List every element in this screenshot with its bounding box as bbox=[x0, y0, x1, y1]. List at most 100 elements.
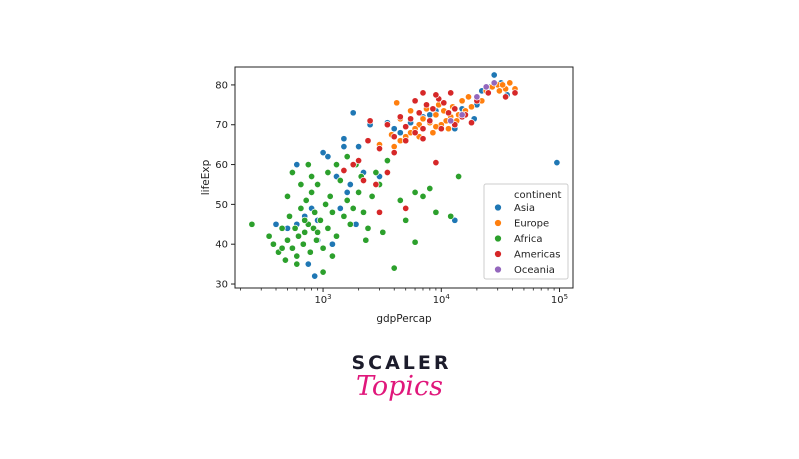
point-americas bbox=[447, 89, 455, 97]
point-africa bbox=[314, 228, 322, 236]
point-americas bbox=[419, 125, 427, 133]
point-africa bbox=[332, 232, 341, 240]
point-americas bbox=[390, 149, 398, 157]
y-tick-label: 50 bbox=[215, 200, 228, 211]
point-americas bbox=[383, 121, 391, 129]
x-axis-label: gdpPercap bbox=[376, 313, 432, 325]
y-tick-label: 30 bbox=[215, 280, 228, 291]
point-africa bbox=[293, 252, 301, 260]
y-tick-label: 40 bbox=[215, 240, 228, 251]
point-africa bbox=[293, 260, 301, 268]
point-asia bbox=[324, 153, 332, 161]
point-americas bbox=[426, 117, 434, 125]
point-asia bbox=[490, 71, 498, 79]
point-africa bbox=[281, 256, 289, 264]
point-americas bbox=[402, 204, 410, 212]
axes: 30 40 50 60 70 80 103 104 105 bbox=[215, 80, 568, 306]
point-africa bbox=[265, 232, 273, 240]
point-americas bbox=[429, 105, 437, 113]
point-oceania bbox=[490, 79, 498, 87]
point-africa bbox=[364, 224, 372, 232]
point-oceania bbox=[473, 93, 481, 101]
y-tick-label: 80 bbox=[215, 80, 228, 91]
point-asia bbox=[340, 135, 348, 143]
point-americas bbox=[451, 105, 459, 113]
point-americas bbox=[511, 89, 519, 97]
point-americas bbox=[440, 99, 448, 107]
point-africa bbox=[308, 172, 316, 181]
point-americas bbox=[502, 93, 510, 101]
point-africa bbox=[312, 236, 321, 244]
point-americas bbox=[355, 157, 363, 165]
point-africa bbox=[311, 208, 319, 216]
point-americas bbox=[484, 89, 492, 97]
point-asia bbox=[304, 260, 312, 268]
scaler-topics-logo: SCALER Topics bbox=[0, 352, 799, 402]
point-africa bbox=[362, 236, 370, 244]
point-africa bbox=[316, 216, 324, 224]
point-europe bbox=[429, 129, 437, 137]
point-americas bbox=[383, 168, 391, 177]
point-asia bbox=[340, 143, 348, 151]
point-africa bbox=[269, 240, 277, 248]
legend-title: continent bbox=[514, 190, 561, 201]
point-africa bbox=[278, 244, 286, 252]
scatter-marks bbox=[248, 71, 561, 280]
point-africa bbox=[283, 192, 292, 200]
point-africa bbox=[396, 196, 404, 204]
point-americas bbox=[375, 208, 384, 216]
point-africa bbox=[355, 188, 363, 196]
point-americas bbox=[402, 137, 410, 145]
point-americas bbox=[415, 109, 423, 117]
point-africa bbox=[432, 208, 440, 216]
point-americas bbox=[411, 97, 419, 105]
point-africa bbox=[343, 196, 351, 204]
point-asia bbox=[390, 125, 398, 133]
point-africa bbox=[383, 157, 391, 165]
point-africa bbox=[346, 220, 354, 228]
point-africa bbox=[332, 161, 341, 169]
point-africa bbox=[324, 224, 332, 232]
point-asia bbox=[343, 188, 351, 196]
point-africa bbox=[288, 168, 296, 177]
logo-wordmark: SCALER bbox=[351, 352, 452, 374]
point-americas bbox=[444, 109, 453, 117]
point-americas bbox=[407, 115, 415, 123]
point-americas bbox=[366, 117, 374, 125]
x-tick-label: 103 bbox=[314, 293, 331, 306]
point-africa bbox=[426, 184, 434, 193]
point-africa bbox=[308, 188, 316, 196]
point-africa bbox=[301, 228, 309, 236]
point-africa bbox=[379, 228, 387, 236]
point-africa bbox=[288, 244, 296, 252]
legend-marker-americas bbox=[494, 250, 502, 258]
point-asia bbox=[272, 220, 280, 228]
point-africa bbox=[306, 248, 314, 256]
point-asia bbox=[328, 240, 336, 248]
legend-box bbox=[483, 183, 569, 280]
point-europe bbox=[444, 125, 453, 133]
logo-script: Topics bbox=[355, 371, 444, 402]
point-americas bbox=[390, 133, 398, 141]
legend-label-asia: Asia bbox=[514, 203, 535, 214]
point-africa bbox=[402, 216, 410, 224]
point-americas bbox=[359, 176, 368, 185]
legend-label-oceania: Oceania bbox=[514, 265, 555, 276]
point-europe bbox=[458, 97, 466, 105]
point-africa bbox=[278, 224, 286, 232]
point-americas bbox=[349, 161, 357, 169]
point-americas bbox=[419, 89, 427, 97]
point-europe bbox=[390, 143, 398, 151]
point-europe bbox=[506, 79, 514, 87]
point-americas bbox=[364, 137, 372, 145]
point-asia bbox=[336, 204, 344, 212]
point-europe bbox=[407, 107, 415, 115]
legend-label-europe: Europe bbox=[514, 219, 549, 230]
point-americas bbox=[422, 101, 431, 109]
point-africa bbox=[343, 153, 351, 161]
y-tick-label: 70 bbox=[215, 120, 228, 131]
point-africa bbox=[319, 244, 327, 252]
legend-label-africa: Africa bbox=[514, 234, 543, 245]
point-asia bbox=[553, 159, 561, 167]
